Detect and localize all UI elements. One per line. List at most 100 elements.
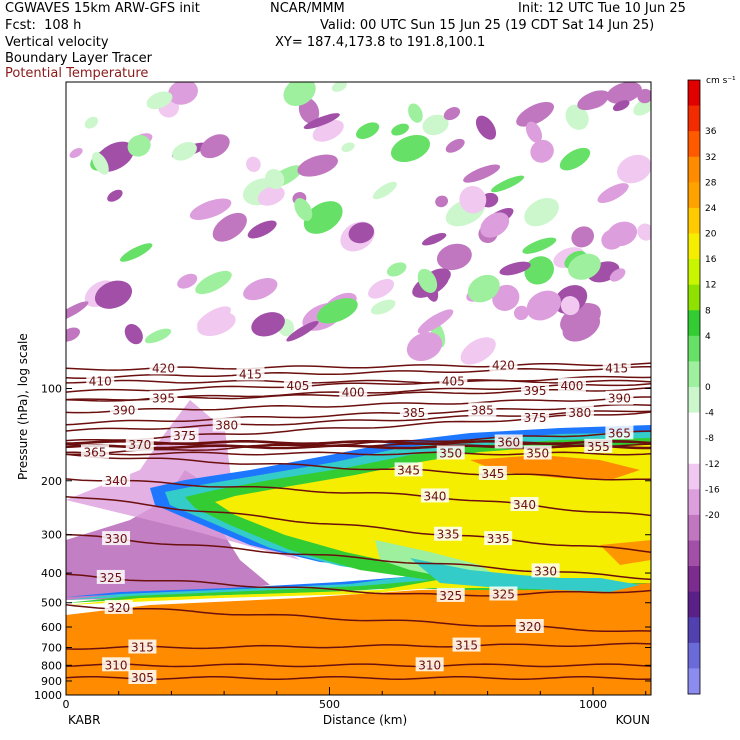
theta-label-bg	[605, 425, 634, 440]
descent-cell	[189, 198, 232, 220]
theta-label-bg	[96, 569, 125, 584]
tracer-cyan-band	[410, 558, 640, 592]
descent-cell	[257, 186, 285, 206]
colorbar-label: -12	[705, 460, 720, 470]
descent-cell	[251, 312, 285, 337]
colorbar-frame	[687, 79, 701, 695]
theta-label-bg	[452, 637, 481, 652]
colorbar-label: -4	[705, 409, 714, 419]
ascent-cell	[370, 299, 396, 315]
theta-label: 315	[455, 639, 478, 653]
colorbar-label: -8	[705, 434, 714, 444]
ascent-cell	[467, 274, 500, 303]
theta-contour-380	[66, 410, 651, 432]
theta-label: 320	[518, 620, 541, 634]
field-potential-temperature: Potential Temperature	[5, 66, 149, 81]
descent-cell	[197, 312, 236, 336]
descent-cell	[243, 278, 278, 301]
theta-contour-340	[66, 478, 651, 517]
theta-label: 395	[524, 384, 547, 398]
descent-cell	[168, 82, 198, 105]
ascent-cell	[341, 142, 355, 153]
colorbar-swatch	[688, 284, 700, 311]
descent-cell	[417, 309, 454, 334]
y-tick-label: 100	[41, 383, 62, 396]
ascent-cell	[172, 142, 197, 161]
theta-label-bg	[420, 488, 449, 503]
theta-label: 345	[397, 463, 420, 477]
descent-cell	[480, 212, 510, 238]
descent-cell	[612, 100, 630, 112]
theta-label-bg	[104, 599, 133, 614]
theta-label: 415	[239, 367, 262, 381]
y-tick-label: 900	[41, 675, 62, 688]
theta-contour-335	[66, 496, 651, 554]
descent-cell	[348, 222, 375, 244]
colorbar-swatch	[688, 80, 700, 107]
theta-label: 370	[128, 438, 151, 452]
ascent-cell	[559, 147, 591, 171]
theta-label-bg	[236, 366, 265, 381]
colorbar-unit: cm s⁻¹	[706, 76, 736, 86]
theta-label-bg	[86, 373, 115, 388]
ascent-cell	[146, 91, 173, 110]
x-tick-label: 0	[63, 698, 70, 711]
field-vertical-velocity: Vertical velocity	[5, 35, 109, 50]
theta-label-bg	[125, 437, 154, 452]
theta-label-bg	[212, 417, 241, 432]
theta-label-bg	[109, 402, 138, 417]
theta-contour-315	[66, 642, 651, 650]
theta-contour-305	[66, 676, 651, 680]
descent-cell	[460, 337, 496, 365]
theta-label-bg	[584, 438, 613, 453]
theta-label-bg	[434, 526, 463, 541]
colorbar-swatch	[688, 131, 700, 158]
theta-label-bg	[605, 390, 634, 405]
theta-label-bg	[394, 462, 423, 477]
theta-contour-375	[66, 411, 651, 442]
colorbar-label: 32	[705, 153, 716, 163]
ascent-cell	[516, 101, 554, 127]
colorbar-swatch	[688, 438, 700, 465]
colorbar-label: 20	[705, 230, 717, 240]
y-tick-label: 1000	[34, 689, 62, 702]
ascent-cell	[445, 138, 465, 153]
descent-cell	[609, 268, 626, 282]
theta-label: 350	[526, 447, 549, 461]
colorbar-label: -20	[705, 511, 720, 521]
tracer-yellow-plume	[470, 508, 651, 532]
colorbar-label: -16	[705, 485, 720, 495]
ascent-cell	[408, 103, 423, 123]
theta-label-bg	[515, 619, 544, 634]
theta-label-bg	[283, 377, 312, 392]
theta-label: 325	[99, 571, 122, 585]
descent-cell	[124, 323, 143, 345]
theta-label-bg	[494, 434, 523, 449]
ascent-cell	[417, 268, 438, 293]
ascent-cell	[120, 243, 153, 262]
y-tick-label: 600	[41, 621, 62, 634]
colorbar-swatch	[688, 233, 700, 260]
ascent-cell	[568, 253, 601, 280]
ascent-cell	[283, 82, 316, 107]
theta-label: 375	[173, 429, 196, 443]
ascent-cell	[200, 134, 230, 159]
ascent-cell	[443, 107, 461, 121]
theta-label-bg	[102, 657, 131, 672]
theta-label: 330	[105, 532, 128, 546]
theta-label: 405	[442, 375, 465, 389]
theta-label: 395	[152, 392, 175, 406]
descent-cell	[286, 320, 319, 342]
theta-label: 375	[524, 411, 547, 425]
colorbar-swatch	[688, 489, 700, 516]
theta-label-bg	[170, 428, 199, 443]
theta-label: 385	[402, 406, 425, 420]
ascent-cell	[571, 226, 595, 248]
theta-label: 420	[492, 358, 515, 372]
theta-label: 340	[105, 474, 128, 488]
theta-contour-350	[66, 451, 651, 456]
colorbar-swatch	[688, 642, 700, 669]
colorbar-swatch	[688, 463, 700, 490]
theta-label: 390	[113, 404, 136, 418]
